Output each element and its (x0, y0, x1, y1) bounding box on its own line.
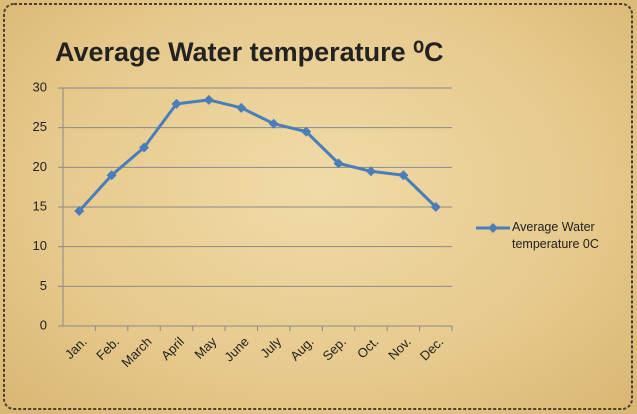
y-tick-label: 20 (33, 159, 47, 174)
x-tick-label: June (221, 334, 252, 365)
data-point (430, 202, 441, 212)
data-point (139, 142, 150, 153)
x-tick-label: May (191, 334, 219, 362)
x-tick-label: March (118, 334, 154, 370)
x-tick-label: April (158, 334, 187, 363)
chart-title: Average Water temperature ⁰C (55, 37, 443, 67)
y-tick-label: 0 (40, 317, 47, 332)
y-tick-label: 25 (33, 119, 47, 134)
legend-label: Average Water temperature 0C (512, 220, 599, 251)
data-point (301, 126, 312, 137)
x-tick-label: Dec. (417, 334, 447, 364)
data-point (365, 166, 376, 177)
x-tick-label: Nov. (385, 334, 414, 363)
data-point (333, 158, 344, 169)
data-point (398, 170, 409, 181)
x-tick-label: Oct. (354, 334, 381, 361)
data-point (203, 94, 214, 105)
x-tick-label: July (257, 334, 284, 361)
y-tick-label: 10 (33, 238, 47, 253)
chart-border (3, 3, 633, 410)
y-tick-label: 5 (40, 278, 47, 293)
data-line (78, 98, 437, 212)
data-point (74, 205, 85, 216)
x-tick-label: Sep. (320, 334, 350, 364)
data-point (106, 170, 117, 181)
x-tick-label: Jan. (62, 334, 90, 362)
x-tick-label: Feb. (93, 334, 122, 363)
data-point (236, 102, 247, 113)
data-point (171, 98, 182, 109)
legend-marker (488, 223, 498, 233)
x-tick-label: Aug. (287, 334, 317, 364)
data-point (268, 118, 279, 129)
y-tick-label: 30 (33, 79, 47, 94)
y-tick-label: 15 (33, 198, 47, 213)
